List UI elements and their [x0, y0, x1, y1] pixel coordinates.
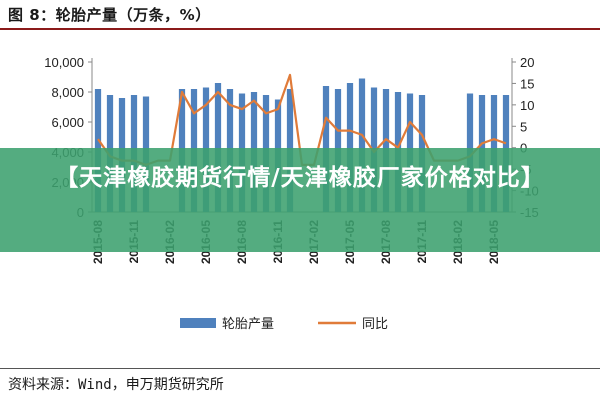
left-tick-label: 6,000 — [51, 115, 84, 130]
bar — [358, 78, 366, 212]
legend-swatch-bar — [180, 318, 216, 328]
legend-label-bar: 轮胎产量 — [222, 317, 274, 332]
source-note: 资料来源：Wind，申万期货研究所 — [8, 374, 224, 394]
figure-title: 图 8：轮胎产量（万条，%） — [8, 6, 211, 24]
source-name: Wind — [78, 377, 112, 393]
source-rule — [0, 368, 600, 369]
right-tick-label: 20 — [520, 55, 534, 70]
right-tick-label: 5 — [520, 119, 527, 134]
bar — [214, 83, 222, 212]
legend-label-line: 同比 — [362, 317, 388, 332]
left-tick-label: 10,000 — [44, 55, 84, 70]
source-prefix: 资料来源： — [8, 377, 78, 393]
title-rule — [0, 28, 600, 30]
right-tick-label: 15 — [520, 76, 534, 91]
overlay-banner: 【天津橡胶期货行情/天津橡胶厂家价格对比】 — [0, 148, 600, 252]
left-tick-label: 8,000 — [51, 85, 84, 100]
bar — [346, 83, 354, 212]
right-tick-label: 10 — [520, 98, 534, 113]
banner-text: 【天津橡胶期货行情/天津橡胶厂家价格对比】 — [55, 165, 545, 191]
source-suffix: ，申万期货研究所 — [111, 377, 224, 393]
